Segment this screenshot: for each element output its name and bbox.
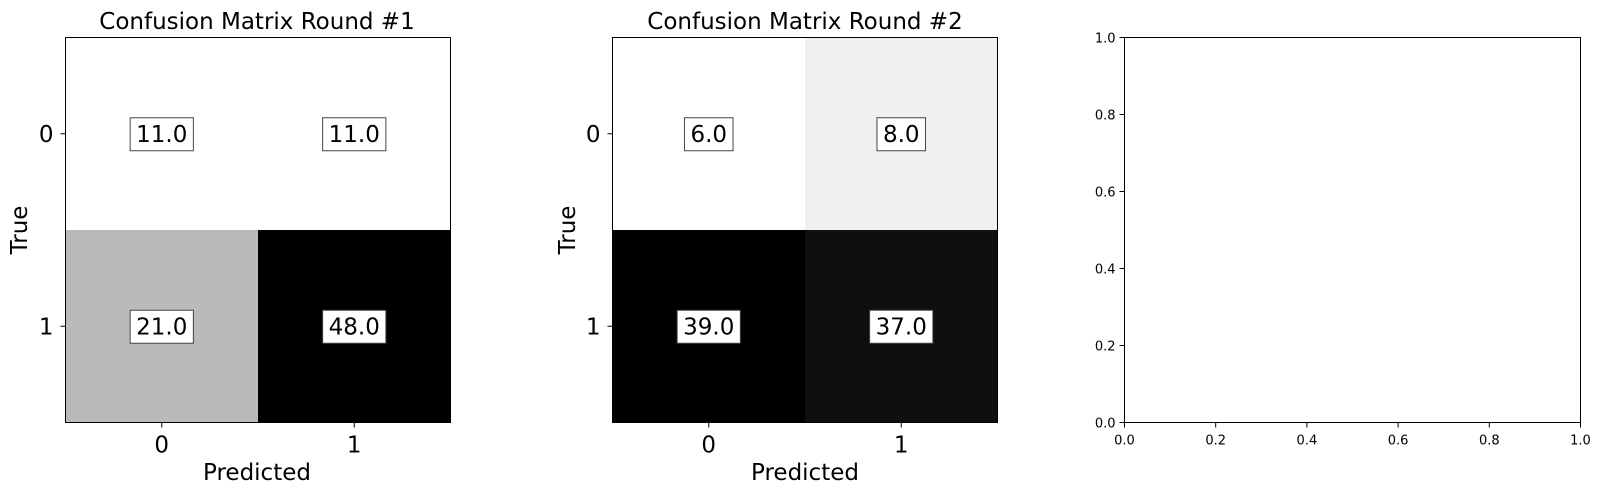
y-tick-label: 0.8 (1095, 109, 1116, 124)
x-tick-label: 0 (154, 433, 169, 459)
y-tick-label: 0 (39, 122, 54, 148)
y-tick-label: 0.2 (1095, 340, 1116, 355)
cell-value-label: 11.0 (129, 117, 194, 152)
chart-title: Confusion Matrix Round #1 (99, 9, 414, 35)
plot-frame (1124, 37, 1581, 423)
cell-value-text: 11.0 (329, 122, 380, 148)
cell-value-box (322, 117, 387, 152)
cell-value-text: 39.0 (683, 314, 734, 340)
y-tick-label: 0.6 (1095, 186, 1116, 201)
x-tick-label: 1.0 (1570, 434, 1591, 449)
axis-ticks: 0 1 0 1 (39, 122, 362, 459)
x-tick-label: 0 (701, 433, 716, 459)
x-tick-label: 0.0 (1114, 434, 1135, 449)
y-tick-label: 0.4 (1095, 263, 1116, 278)
cell-value-text: 48.0 (329, 314, 380, 340)
y-axis-label: True (7, 206, 33, 256)
cell-value-box (676, 309, 741, 344)
cell-value-label: 48.0 (322, 309, 387, 344)
cell-value-text: 11.0 (136, 122, 187, 148)
x-tick-label: 1 (347, 433, 362, 459)
y-tick-label: 1 (39, 314, 54, 340)
axis-ticks: 0.0 0.2 0.4 0.6 0.8 1.0 0.0 0.2 0.4 0.6 0.8 1.0 (1095, 32, 1591, 449)
chart-title: Confusion Matrix Round #2 (647, 9, 962, 35)
cell-value-text: 6.0 (690, 122, 727, 148)
cell-value-label: 37.0 (869, 309, 934, 344)
cell-value-label: 8.0 (876, 117, 927, 152)
plot-frame (65, 37, 451, 423)
cell-value-label: 21.0 (129, 309, 194, 344)
x-tick-label: 0.8 (1479, 434, 1500, 449)
cell-value-label: 39.0 (676, 309, 741, 344)
y-tick-label: 1.0 (1095, 32, 1116, 47)
cell-value-box (869, 309, 934, 344)
plot-frame (612, 37, 998, 423)
y-tick-label: 1 (586, 314, 601, 340)
panel-confusion-round-1: Confusion Matrix Round #1 11.0 11.0 21.0 48… (7, 9, 451, 486)
x-tick-label: 0.2 (1205, 434, 1226, 449)
x-axis-label: Predicted (751, 460, 859, 486)
cell-value-text: 37.0 (876, 314, 927, 340)
x-tick-label: 0.6 (1388, 434, 1409, 449)
cell-value-box (876, 117, 927, 152)
y-tick-label: 0.0 (1095, 417, 1116, 432)
cell-value-box (322, 309, 387, 344)
cell-value-label: 6.0 (683, 117, 734, 152)
cell-value-box (129, 309, 194, 344)
x-tick-label: 1 (894, 433, 909, 459)
cell-value-box (129, 117, 194, 152)
y-axis-label: True (555, 206, 581, 256)
cell-value-box (683, 117, 734, 152)
y-tick-label: 0 (586, 122, 601, 148)
panel-empty-axes: 0.0 0.2 0.4 0.6 0.8 1.0 0.0 0.2 0.4 0.6 0.8 1.0 (1095, 32, 1591, 449)
cell-value-text: 21.0 (136, 314, 187, 340)
x-tick-label: 0.4 (1297, 434, 1318, 449)
x-axis-label: Predicted (203, 460, 311, 486)
cell-value-text: 8.0 (883, 122, 920, 148)
panel-confusion-round-2: Confusion Matrix Round #2 6.0 8.0 39.0 37.0… (555, 9, 998, 486)
axis-ticks: 0 1 0 1 (586, 122, 909, 459)
heatmap-cells: 11.0 11.0 21.0 48.0 (65, 37, 451, 423)
cell-value-label: 11.0 (322, 117, 387, 152)
heatmap-cells: 6.0 8.0 39.0 37.0 (612, 37, 998, 423)
